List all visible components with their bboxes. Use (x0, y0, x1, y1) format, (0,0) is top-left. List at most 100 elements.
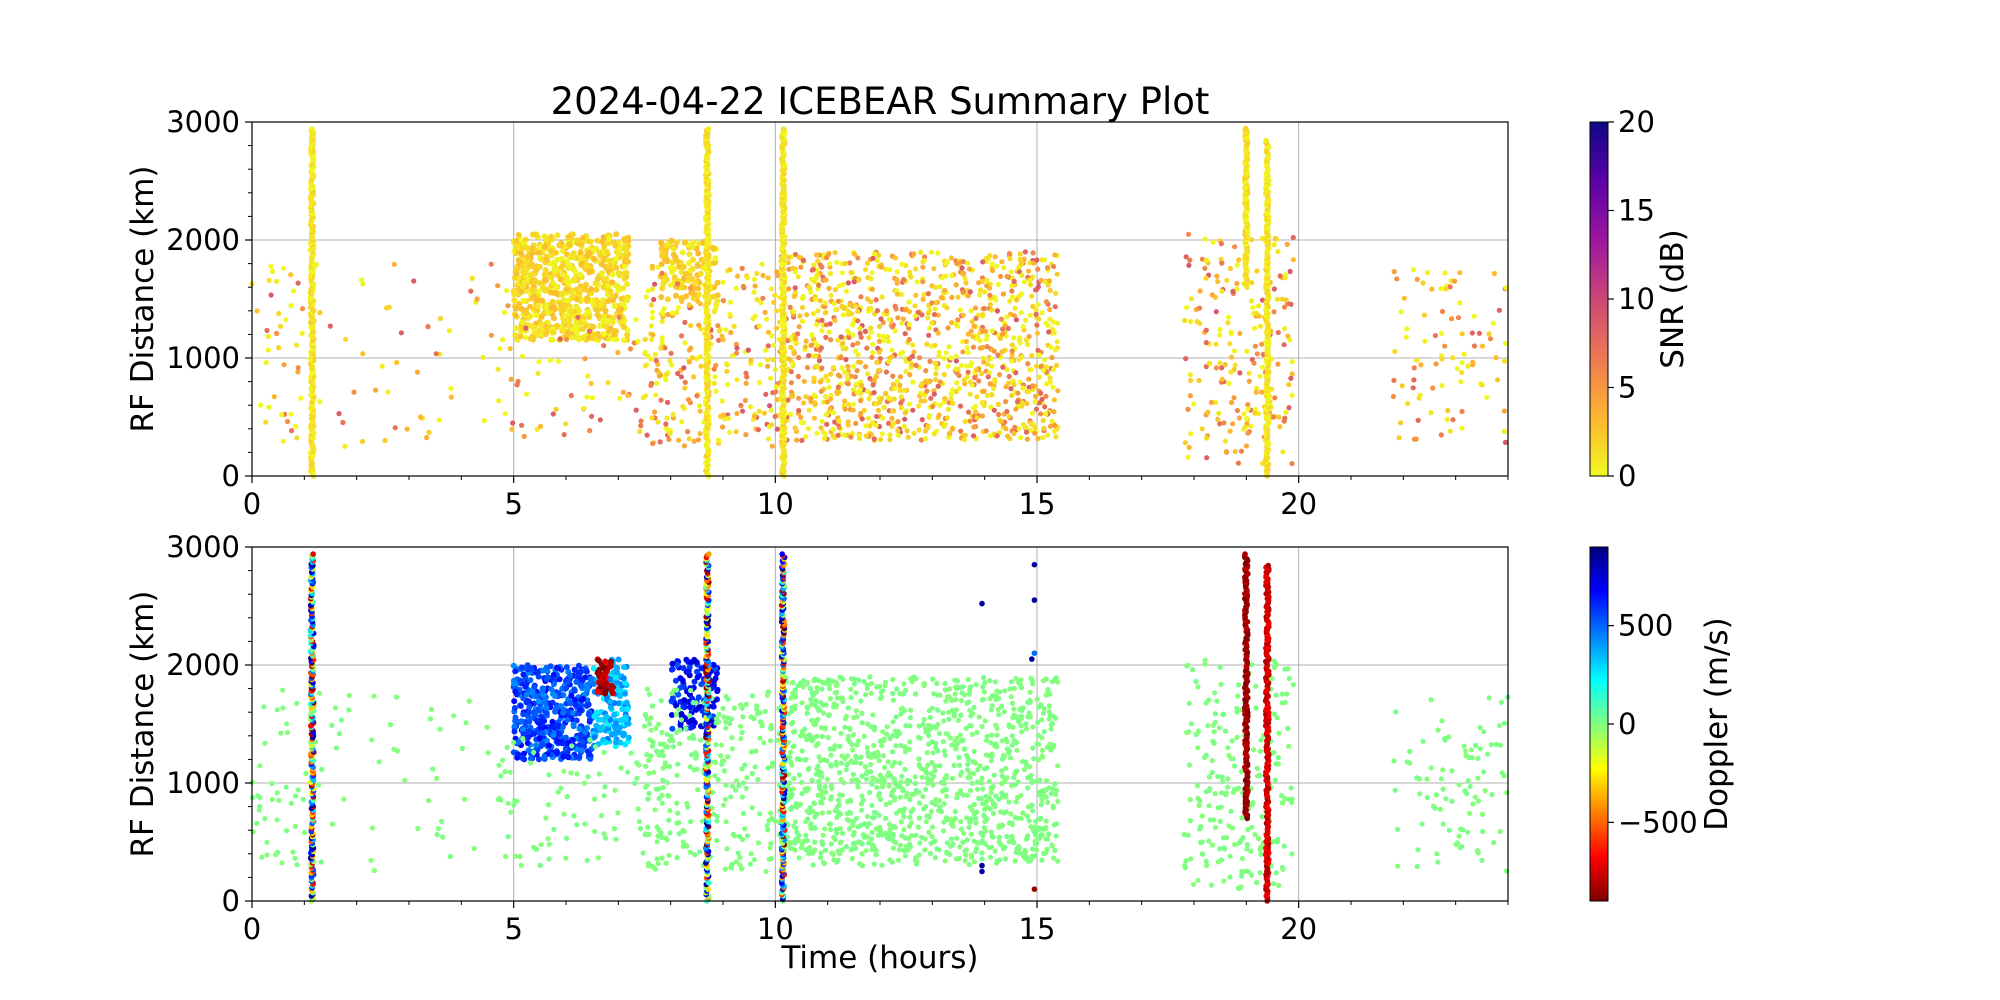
scatter-point (985, 374, 991, 380)
scatter-point (505, 800, 511, 806)
scatter-point (698, 363, 704, 369)
scatter-point (678, 269, 685, 275)
scatter-point (823, 277, 829, 283)
scatter-point (283, 828, 290, 834)
scatter-point (1411, 365, 1417, 371)
scatter-point (680, 264, 687, 270)
scatter-point (725, 696, 731, 702)
scatter-point (980, 355, 986, 361)
scatter-point (599, 270, 605, 277)
scatter-point (857, 359, 864, 365)
x-tick-label: 15 (1019, 487, 1056, 521)
scatter-point (722, 866, 728, 872)
scatter-point (1237, 330, 1243, 336)
scatter-point (1396, 435, 1402, 441)
scatter-point (987, 301, 994, 308)
scatter-point (848, 434, 854, 440)
scatter-point (890, 420, 897, 426)
scatter-point (876, 338, 883, 344)
scatter-point (978, 371, 985, 377)
scatter-point (979, 413, 986, 419)
scatter-point (668, 268, 675, 275)
scatter-point (915, 309, 921, 315)
scatter-point (371, 867, 377, 874)
scatter-point (720, 298, 727, 304)
scatter-point (683, 726, 689, 732)
scatter-point (580, 234, 586, 241)
scatter-point (254, 820, 260, 827)
scatter-point (1052, 347, 1059, 353)
scatter-point (533, 312, 540, 319)
scatter-point (346, 707, 352, 713)
scatter-point (1203, 340, 1209, 346)
scatter-point (582, 312, 589, 318)
scatter-point (602, 784, 608, 790)
scatter-point (686, 436, 692, 442)
scatter-point (656, 721, 662, 727)
scatter-point (609, 271, 616, 278)
scatter-point (568, 288, 575, 295)
scatter-point (317, 399, 323, 405)
scatter-point (678, 717, 685, 723)
scatter-point (881, 404, 887, 411)
scatter-point (524, 253, 531, 260)
scatter-point (948, 320, 955, 326)
scatter-point (269, 268, 276, 274)
scatter-point (638, 418, 644, 424)
scatter-point (1051, 428, 1058, 434)
scatter-point (531, 749, 537, 756)
scatter-point (880, 415, 886, 421)
scatter-point (517, 853, 523, 860)
scatter-point (1054, 339, 1060, 345)
scatter-point (461, 796, 468, 802)
scatter-point (1457, 270, 1463, 276)
scatter-point (765, 343, 771, 349)
scatter-point (618, 306, 624, 312)
scatter-point (667, 808, 673, 814)
scatter-point (816, 358, 823, 364)
scatter-point (941, 372, 947, 378)
scatter-point (694, 393, 700, 399)
scatter-point (658, 261, 665, 268)
scatter-points (249, 551, 1511, 904)
scatter-point (729, 735, 735, 741)
scatter-point (845, 328, 851, 334)
scatter-point (850, 342, 856, 348)
scatter-point (1185, 454, 1191, 460)
scatter-point (519, 263, 526, 269)
scatter-point (1049, 418, 1055, 424)
scatter-point (967, 289, 973, 295)
scatter-point (1208, 399, 1214, 405)
scatter-point (864, 345, 870, 351)
scatter-point (623, 699, 630, 706)
scatter-point (642, 711, 648, 718)
scatter-point (910, 407, 916, 413)
scatter-point (1017, 335, 1023, 341)
y-axis-label: RF Distance (km) (125, 166, 161, 433)
scatter-point (264, 327, 270, 334)
scatter-point (907, 309, 913, 315)
scatter-point (895, 419, 901, 425)
scatter-point (1223, 449, 1229, 455)
scatter-point (1259, 364, 1265, 370)
scatter-point (520, 731, 527, 738)
scatter-point (768, 840, 774, 847)
scatter-point (575, 662, 582, 669)
scatter-point (973, 367, 980, 373)
scatter-point (1288, 375, 1294, 381)
scatter-point (932, 306, 938, 312)
scatter-point (1277, 273, 1283, 279)
scatter-point (992, 379, 998, 385)
scatter-point (921, 257, 927, 264)
scatter-point (1006, 380, 1012, 386)
scatter-point (887, 267, 893, 273)
scatter-point (897, 374, 904, 380)
scatter-point (404, 426, 410, 432)
scatter-point (858, 410, 864, 416)
scatter-point (636, 819, 642, 825)
scatter-point (855, 308, 861, 314)
scatter-point (1216, 410, 1222, 416)
scatter-point (889, 415, 895, 421)
scatter-point (898, 405, 904, 411)
scatter-point (301, 829, 308, 836)
